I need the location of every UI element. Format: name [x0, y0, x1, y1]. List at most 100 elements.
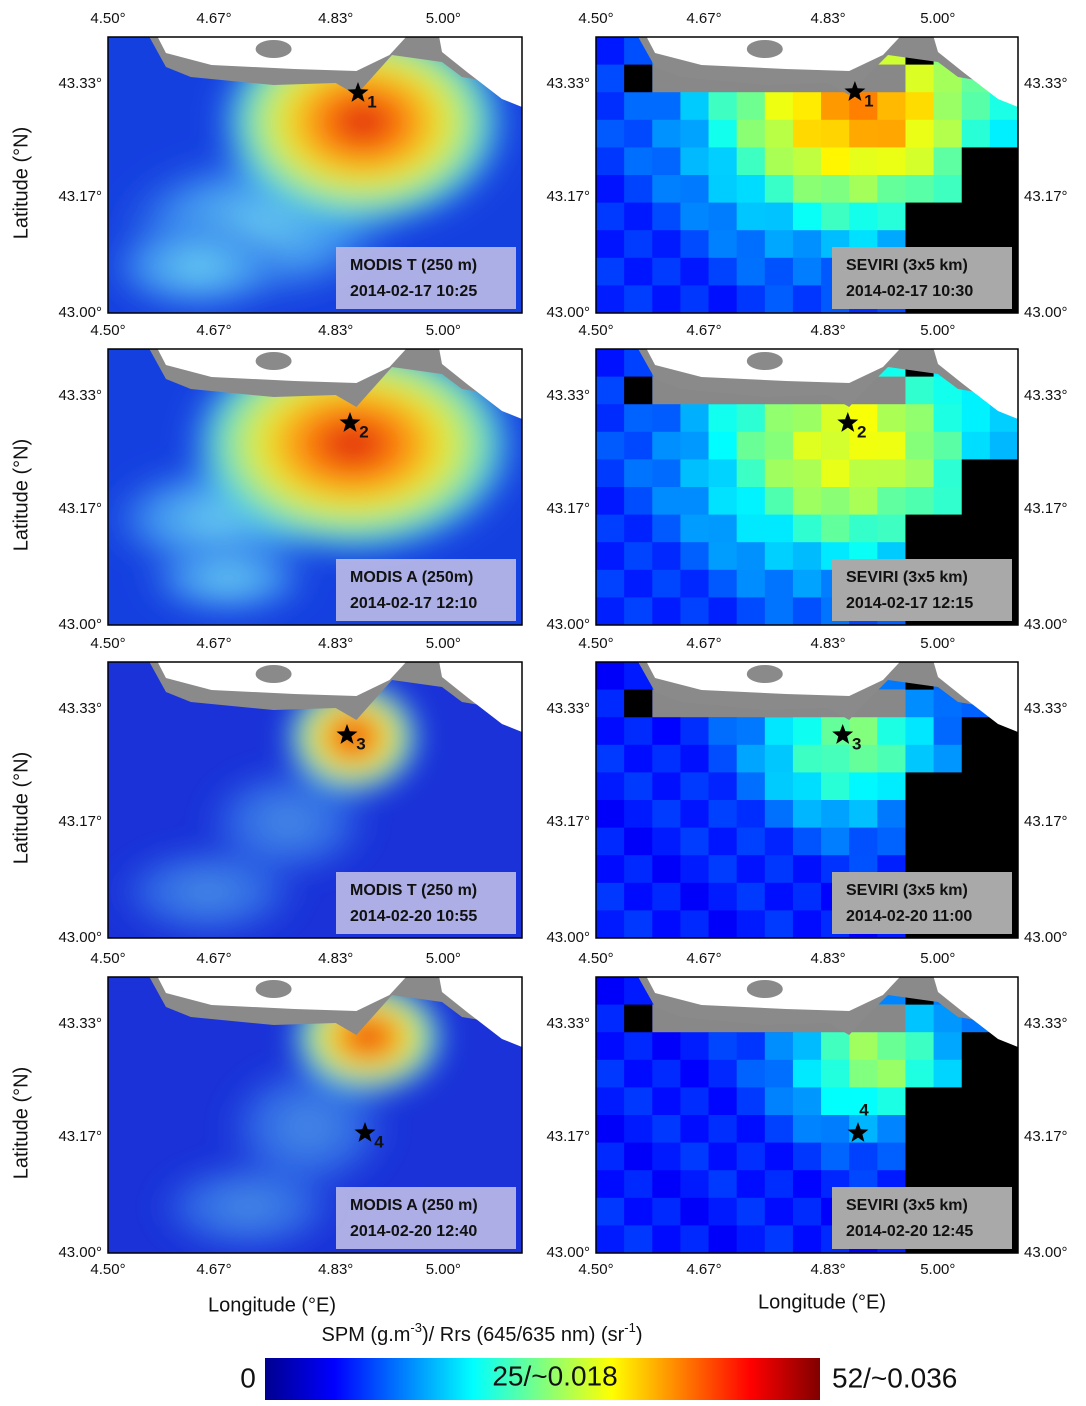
pixel — [764, 119, 794, 148]
pixel — [652, 800, 681, 829]
pixel — [736, 1170, 766, 1199]
pixel — [624, 717, 653, 746]
lat-tick-label: 43.00° — [546, 1244, 590, 1261]
pixel — [933, 119, 963, 148]
map-panel: 3 SEVIRI (3x5 km) 2014-02-20 11:00 4.50° 4.6… — [546, 635, 1067, 946]
pixel — [680, 1115, 710, 1144]
pixel — [905, 376, 935, 405]
pixel — [736, 1059, 766, 1088]
colorbar-label: 52/~0.036 — [832, 1362, 957, 1393]
pixel — [736, 175, 766, 204]
pixel — [596, 514, 625, 543]
pixel — [736, 119, 766, 148]
pixel — [961, 514, 991, 543]
pixel — [624, 800, 653, 829]
pixel — [764, 542, 794, 571]
lon-tick-label: 4.50° — [90, 635, 125, 652]
lat-tick-label: 43.17° — [546, 188, 590, 205]
pixel — [736, 202, 766, 231]
pixel — [877, 119, 906, 148]
pixel — [736, 1087, 766, 1116]
pixel — [792, 882, 822, 911]
pixel — [708, 487, 738, 516]
pixel — [961, 1059, 991, 1088]
lon-tick-label: 5.00° — [426, 635, 461, 652]
pixel — [708, 514, 738, 543]
lon-tick-label: 4.67° — [686, 635, 721, 652]
lat-tick-label: 43.00° — [546, 304, 590, 321]
pixel — [708, 569, 738, 598]
pixel — [680, 1197, 710, 1226]
pixel — [933, 404, 963, 433]
pixel — [680, 1087, 710, 1116]
lat-tick-label: 43.00° — [1024, 304, 1068, 321]
station-label: 3 — [356, 734, 365, 753]
pixel — [821, 1115, 850, 1144]
lat-tick-label: 43.33° — [546, 75, 590, 92]
land — [933, 662, 1018, 732]
pixel — [652, 542, 681, 571]
pixel — [792, 1059, 822, 1088]
pixel — [708, 1059, 738, 1088]
pixel — [652, 910, 681, 938]
pixel — [933, 1142, 963, 1171]
pixel — [961, 744, 991, 773]
pixel — [905, 147, 935, 176]
pixel — [961, 431, 991, 460]
pixel — [596, 376, 625, 405]
station-star — [347, 82, 369, 102]
lagoon — [746, 980, 783, 998]
pixel — [736, 569, 766, 598]
pixel — [961, 202, 991, 231]
lon-tick-label: 4.83° — [810, 1261, 845, 1278]
pixel — [596, 230, 625, 259]
pixel — [680, 1142, 710, 1171]
pixel — [736, 1032, 766, 1061]
lon-tick-label: 4.50° — [578, 950, 613, 967]
datetime-label: 2014-02-17 10:25 — [350, 283, 477, 300]
pixel — [680, 514, 710, 543]
pixel — [764, 92, 794, 121]
lagoon — [255, 665, 292, 683]
station-star — [339, 412, 361, 432]
dark-pixel — [624, 376, 653, 405]
map-panel: 4 SEVIRI (3x5 km) 2014-02-20 12:45 4.50° 4.5… — [546, 950, 1067, 1278]
pixel — [989, 119, 1018, 148]
pixel — [652, 147, 681, 176]
pixel — [624, 459, 653, 488]
pixel — [877, 717, 906, 746]
pixel — [736, 597, 766, 625]
pixel — [764, 147, 794, 176]
sensor-label: SEVIRI (3x5 km) — [846, 1197, 968, 1214]
pixel — [821, 1087, 850, 1116]
dark-pixel — [624, 64, 653, 93]
pixel — [596, 882, 625, 911]
lon-tick-label: 4.67° — [686, 1261, 721, 1278]
sensor-label: MODIS T (250 m) — [350, 257, 477, 274]
pixel — [624, 569, 653, 598]
pixel — [792, 230, 822, 259]
pixel — [680, 431, 710, 460]
datetime-label: 2014-02-20 10:55 — [350, 908, 477, 925]
pixel — [596, 459, 625, 488]
panel-frame — [107, 348, 523, 626]
lon-tick-label: 5.00° — [426, 1261, 461, 1278]
pixel — [905, 92, 935, 121]
datetime-label: 2014-02-17 12:15 — [846, 595, 973, 612]
pixel — [821, 147, 850, 176]
pixel — [905, 744, 935, 773]
pixel — [652, 404, 681, 433]
pixel — [764, 744, 794, 773]
pixel — [849, 119, 878, 148]
lat-tick-label: 43.17° — [1024, 813, 1068, 830]
pixel — [596, 1142, 625, 1171]
pixel — [792, 569, 822, 598]
panel-frame — [107, 661, 523, 939]
pixel — [596, 542, 625, 571]
title-part: ) — [636, 1324, 643, 1346]
pixel — [652, 487, 681, 516]
pixel — [764, 514, 794, 543]
pixel — [821, 175, 850, 204]
pixel — [652, 882, 681, 911]
pixel — [596, 1004, 625, 1033]
